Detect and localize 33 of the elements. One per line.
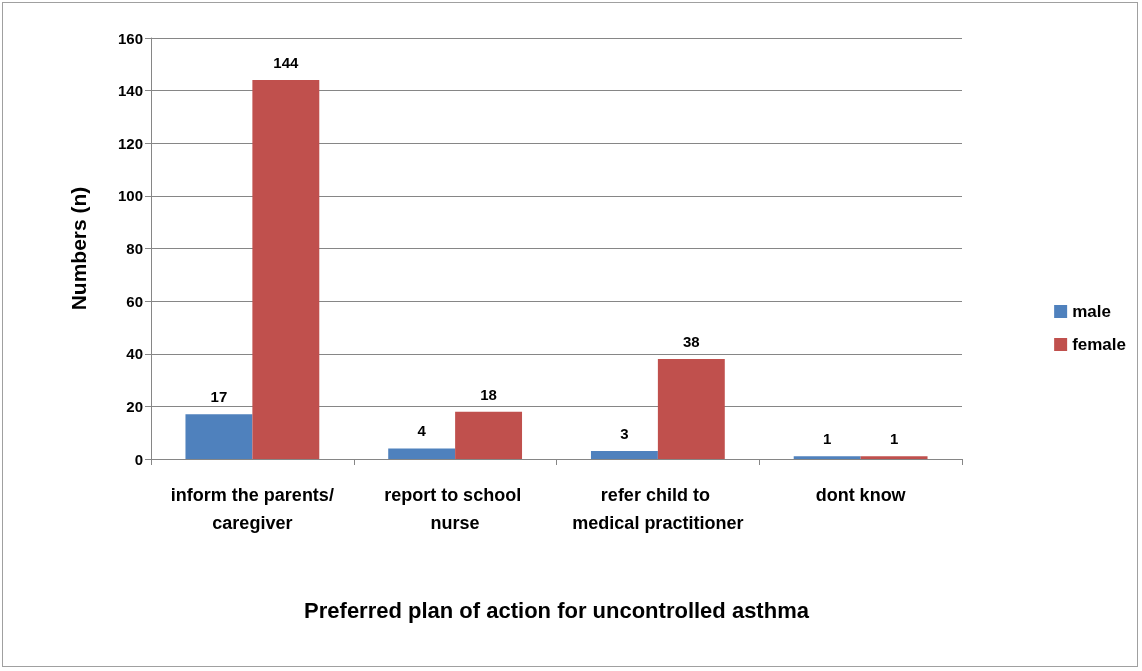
x-tick-label: dont know: [815, 485, 907, 505]
y-tick-label: 20: [126, 397, 143, 415]
data-label: 3: [620, 425, 629, 443]
y-axis-title: Numbers (n): [67, 186, 90, 311]
y-tick-label: 140: [117, 82, 143, 100]
y-tick-label: 40: [126, 345, 143, 363]
data-label: 17: [210, 388, 228, 406]
bar: [590, 451, 658, 459]
y-tick-label: 160: [117, 29, 143, 47]
bar: [860, 456, 928, 459]
x-tick-label: report to school nurse: [384, 485, 527, 533]
legend-label: male: [1072, 302, 1111, 321]
y-tick-label: 80: [126, 240, 143, 257]
bar: [455, 411, 523, 459]
bar: [388, 448, 456, 459]
y-tick-label: 0: [134, 450, 143, 468]
x-tick-label: inform the parents/caregiver: [170, 485, 334, 533]
data-label: 38: [682, 333, 700, 351]
y-tick-label: 100: [117, 187, 143, 205]
bar: [185, 414, 253, 459]
y-tick-label: 120: [117, 134, 143, 152]
bar: [793, 456, 861, 459]
legend-label: female: [1072, 335, 1127, 354]
x-axis-title: Preferred plan of action for uncontrolled asthma: [304, 597, 810, 623]
data-label: 1: [889, 430, 899, 448]
data-label: 1: [823, 430, 832, 448]
bar: [657, 359, 725, 459]
bar: [252, 80, 320, 459]
data-label: 18: [480, 385, 497, 403]
x-tick-label: refer child to medical practitioner: [572, 485, 744, 533]
y-tick-label: 60: [126, 292, 143, 310]
data-label: 4: [417, 422, 427, 440]
data-label: 144: [273, 54, 299, 72]
